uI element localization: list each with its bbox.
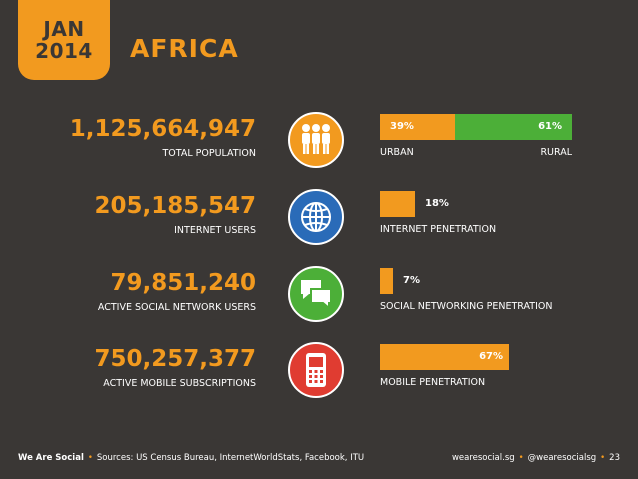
- footer-sources-text: Sources: US Census Bureau, InternetWorld…: [96, 453, 365, 463]
- footer-sources: We Are Social • Sources: US Census Bureau,…: [18, 453, 365, 463]
- total-population-value: 1,125,664,947: [69, 116, 256, 142]
- stat-row-social: 79,851,240 ACTIVE SOCIAL NETWORK USERS 7…: [0, 266, 638, 330]
- urban-bar-segment: [380, 114, 455, 140]
- chat-bubbles-icon: [288, 266, 344, 322]
- mobile-phone-icon: [288, 342, 344, 398]
- internet-penetration-label: INTERNET PENETRATION: [380, 224, 497, 235]
- urban-label: URBAN: [380, 147, 414, 158]
- stat-row-mobile: 750,257,377 ACTIVE MOBILE SUBSCRIPTIONS …: [0, 342, 638, 406]
- total-population-label: TOTAL POPULATION: [162, 148, 256, 159]
- footer-brand: We Are Social: [18, 453, 84, 463]
- footer-handle: @wearesocialsg: [527, 453, 597, 463]
- rural-bar-segment: [455, 114, 572, 140]
- date-badge: JAN 2014: [18, 0, 110, 80]
- internet-users-label: INTERNET USERS: [174, 225, 256, 236]
- internet-penetration-value: 18%: [425, 198, 449, 209]
- globe-icon: [288, 189, 344, 245]
- page-number: 23: [609, 453, 620, 463]
- mobile-subscriptions-value: 750,257,377: [94, 346, 256, 372]
- social-penetration-label: SOCIAL NETWORKING PENETRATION: [380, 301, 553, 312]
- internet-penetration-bar: 18%: [380, 191, 572, 217]
- social-penetration-fill: [380, 268, 393, 294]
- urban-rural-bar: 39% 61%: [380, 114, 572, 140]
- mobile-penetration-value: 67%: [479, 351, 503, 362]
- people-icon: [288, 112, 344, 168]
- mobile-subscriptions-label: ACTIVE MOBILE SUBSCRIPTIONS: [103, 378, 256, 389]
- urban-percent-label: 39%: [390, 121, 414, 132]
- footer-website: wearesocial.sg: [451, 453, 515, 463]
- internet-penetration-fill: [380, 191, 415, 217]
- internet-users-value: 205,185,547: [94, 193, 256, 219]
- date-month: JAN: [43, 17, 85, 41]
- footer-credits: wearesocial.sg • @wearesocialsg • 23: [451, 453, 620, 463]
- date-year: 2014: [35, 39, 93, 63]
- social-users-label: ACTIVE SOCIAL NETWORK USERS: [97, 302, 256, 313]
- region-title: AFRICA: [130, 34, 239, 63]
- rural-label: RURAL: [540, 147, 572, 158]
- stat-row-population: 1,125,664,947 TOTAL POPULATION 39% 61% U…: [0, 112, 638, 176]
- social-penetration-value: 7%: [403, 275, 420, 286]
- social-users-value: 79,851,240: [110, 270, 256, 296]
- mobile-penetration-label: MOBILE PENETRATION: [380, 377, 486, 388]
- social-penetration-bar: 7%: [380, 268, 572, 294]
- rural-percent-label: 61%: [538, 121, 562, 132]
- mobile-penetration-fill: [380, 344, 509, 370]
- mobile-penetration-bar: 67%: [380, 344, 572, 370]
- stat-row-internet: 205,185,547 INTERNET USERS 18% INTERNET …: [0, 189, 638, 253]
